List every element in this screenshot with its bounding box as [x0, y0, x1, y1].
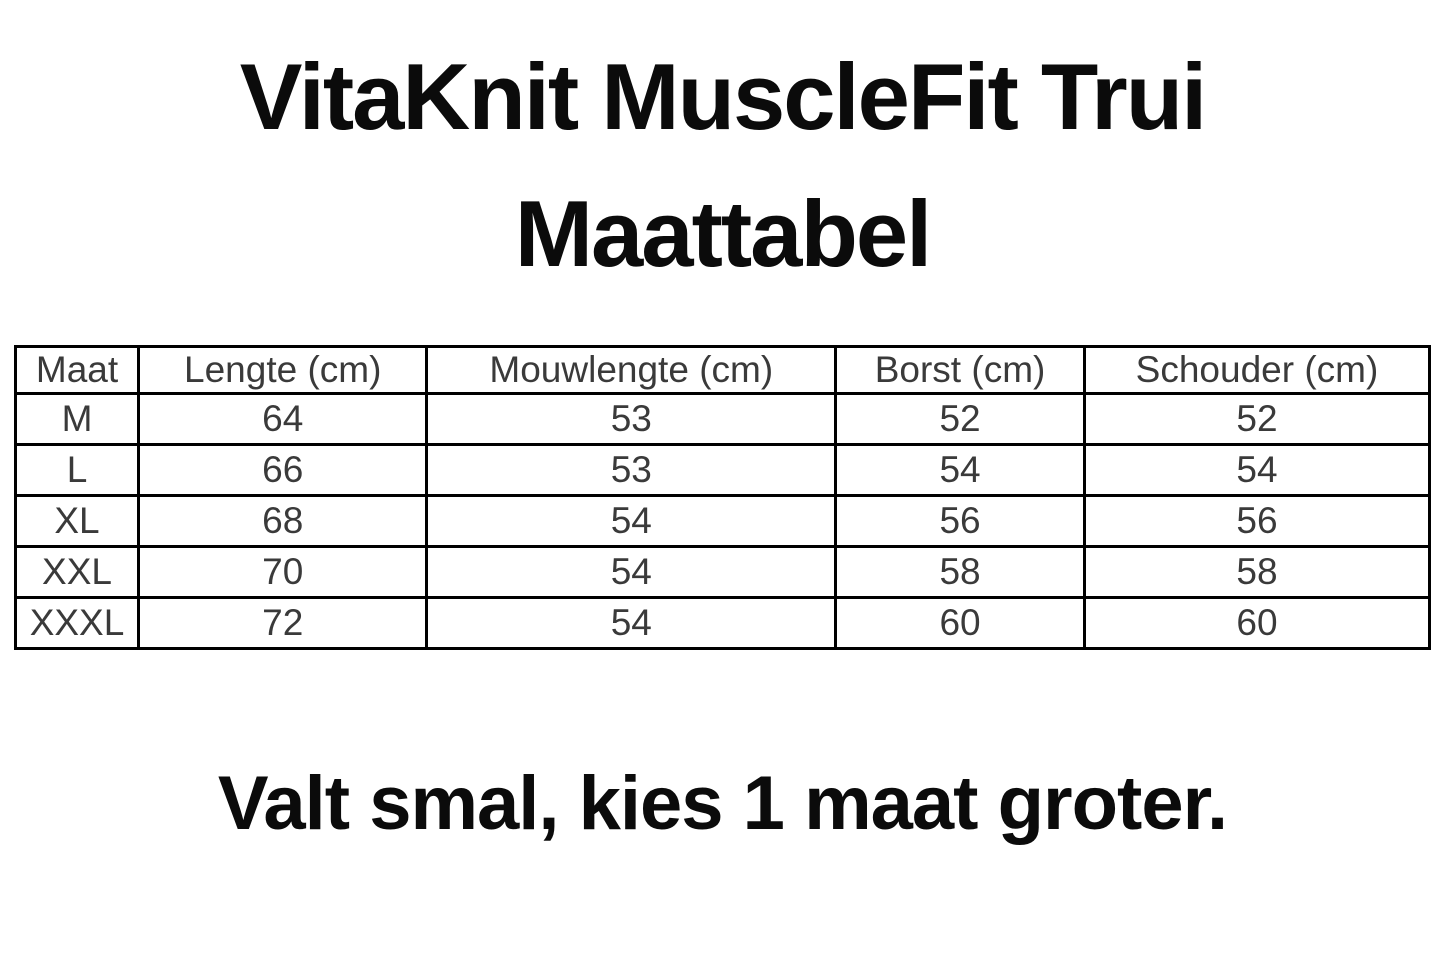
size-value-cell: 58: [834, 545, 1086, 599]
size-value-cell: 60: [1082, 596, 1432, 650]
size-value-cell: 60: [834, 596, 1086, 650]
column-header-1: Lengte (cm): [137, 345, 429, 395]
page-title: VitaKnit MuscleFit Trui Maattabel: [0, 28, 1445, 302]
size-value-cell: 54: [425, 545, 838, 599]
table-row: XXXL 72 54 60 60: [13, 596, 1432, 650]
fit-note: Valt smal, kies 1 maat groter.: [217, 761, 1228, 846]
size-value-cell: 54: [834, 443, 1086, 497]
table-row: XXL 70 54 58 58: [13, 545, 1432, 599]
size-value-cell: 52: [1082, 392, 1432, 446]
size-table-header: Maat Lengte (cm) Mouwlengte (cm) Borst (cm)…: [13, 345, 1432, 395]
size-label-cell: XXL: [13, 545, 141, 599]
header-row: Maat Lengte (cm) Mouwlengte (cm) Borst (cm)…: [13, 345, 1432, 395]
size-value-cell: 70: [137, 545, 429, 599]
title-line-1: VitaKnit MuscleFit Trui: [239, 44, 1208, 149]
size-label-cell: L: [13, 443, 141, 497]
table-row: M 64 53 52 52: [13, 392, 1432, 446]
size-value-cell: 54: [425, 494, 838, 548]
size-value-cell: 53: [425, 392, 838, 446]
size-value-cell: 72: [137, 596, 429, 650]
size-value-cell: 66: [137, 443, 429, 497]
size-table: Maat Lengte (cm) Mouwlengte (cm) Borst (cm)…: [13, 345, 1432, 650]
size-label-cell: XL: [13, 494, 141, 548]
size-value-cell: 54: [425, 596, 838, 650]
size-value-cell: 54: [1082, 443, 1432, 497]
size-table-body: M 64 53 52 52 L 66 53 54 54 XL 68 54 56 56 XXL 70 54 58 58 X…: [13, 392, 1432, 650]
size-label-cell: XXXL: [13, 596, 141, 650]
size-value-cell: 58: [1082, 545, 1432, 599]
size-value-cell: 52: [834, 392, 1086, 446]
size-label-cell: M: [13, 392, 141, 446]
column-header-3: Borst (cm): [834, 345, 1086, 395]
size-value-cell: 56: [1082, 494, 1432, 548]
title-line-2: Maattabel: [514, 181, 933, 286]
size-table-container: Maat Lengte (cm) Mouwlengte (cm) Borst (cm)…: [13, 345, 1432, 650]
column-header-0: Maat: [13, 345, 141, 395]
table-row: XL 68 54 56 56: [13, 494, 1432, 548]
table-row: L 66 53 54 54: [13, 443, 1432, 497]
size-value-cell: 68: [137, 494, 429, 548]
size-value-cell: 53: [425, 443, 838, 497]
column-header-2: Mouwlengte (cm): [425, 345, 838, 395]
column-header-4: Schouder (cm): [1082, 345, 1432, 395]
size-value-cell: 64: [137, 392, 429, 446]
size-value-cell: 56: [834, 494, 1086, 548]
